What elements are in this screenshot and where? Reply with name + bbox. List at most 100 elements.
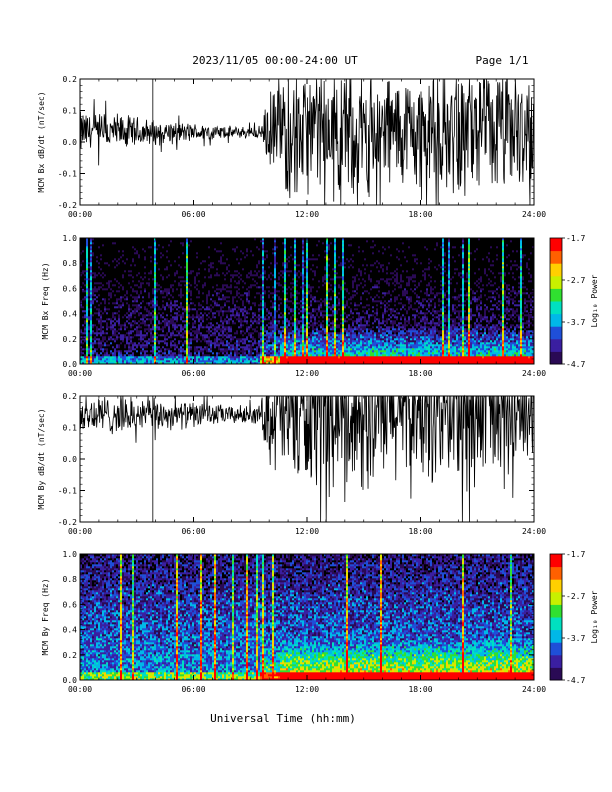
- spectrogram-cell: [112, 322, 115, 325]
- spectrogram-cell: [130, 328, 133, 331]
- spectrogram-cell: [156, 334, 159, 337]
- spectrogram-cell: [86, 262, 89, 265]
- spectrogram-cell: [158, 266, 161, 269]
- spectrogram-cell: [110, 244, 113, 247]
- spectrogram-cell: [196, 334, 199, 337]
- spectrogram-cell: [122, 334, 125, 337]
- spectrogram-cell: [178, 278, 181, 281]
- spectrogram-cell: [178, 286, 181, 289]
- spectrogram-cell: [186, 252, 189, 255]
- spectrogram-cell: [194, 266, 197, 269]
- spectrogram-cell: [204, 250, 207, 253]
- spectrogram-cell: [230, 346, 233, 349]
- spectrogram-cell: [140, 354, 143, 357]
- spectrogram-cell: [222, 322, 225, 325]
- spectrogram-cell: [168, 294, 171, 297]
- spectrogram-cell: [94, 306, 97, 309]
- spectrogram-cell: [126, 268, 129, 271]
- spectrogram-cell: [124, 318, 127, 321]
- spectrogram-cell: [208, 260, 211, 263]
- spectrogram-cell: [160, 246, 163, 249]
- spectrogram-cell: [156, 344, 159, 347]
- spectrogram-cell: [202, 268, 205, 271]
- spectrogram-cell: [142, 248, 145, 251]
- spectrogram-cell: [130, 306, 133, 309]
- spectrogram-cell: [210, 238, 213, 241]
- spectrogram-cell: [124, 324, 127, 327]
- spectrogram-cell: [232, 256, 235, 259]
- spectrogram-cell: [184, 300, 187, 303]
- spectrogram-cell: [88, 288, 91, 291]
- spectrogram-cell: [124, 266, 127, 269]
- spectrogram-cell: [224, 300, 227, 303]
- spectrogram-cell: [112, 302, 115, 305]
- spectrogram-cell: [188, 272, 191, 275]
- spectrogram-cell: [188, 264, 191, 267]
- spectrogram-cell: [150, 280, 153, 283]
- spectrogram-cell: [126, 318, 129, 321]
- spectrogram-cell: [232, 314, 235, 317]
- spectrogram-cell: [144, 242, 147, 245]
- spectrogram-cell: [174, 266, 177, 269]
- spectrogram-cell: [110, 254, 113, 257]
- spectrogram-cell: [84, 294, 87, 297]
- spectrogram-cell: [166, 362, 169, 365]
- spectrogram-cell: [106, 358, 109, 361]
- spectrogram-cell: [208, 314, 211, 317]
- spectrogram-cell: [140, 312, 143, 315]
- spectrogram-cell: [152, 350, 155, 353]
- spectrogram-cell: [146, 242, 149, 245]
- spectrogram-cell: [86, 298, 89, 301]
- spectrogram-cell: [90, 274, 93, 277]
- spectrogram-cell: [228, 346, 231, 349]
- spectrogram-cell: [200, 306, 203, 309]
- spectrogram-cell: [216, 352, 219, 355]
- spectrogram-cell: [126, 254, 129, 257]
- spectrogram-cell: [100, 286, 103, 289]
- spectrogram-cell: [90, 352, 93, 355]
- spectrogram-cell: [118, 278, 121, 281]
- spectrogram-cell: [222, 302, 225, 305]
- spectrogram-cell: [138, 292, 141, 295]
- spectrogram-cell: [190, 272, 193, 275]
- spectrogram-cell: [106, 298, 109, 301]
- spectrogram-cell: [174, 314, 177, 317]
- spectrogram-cell: [124, 300, 127, 303]
- spectrogram-cell: [96, 270, 99, 273]
- spectrogram-cell: [174, 332, 177, 335]
- spectrogram-cell: [170, 316, 173, 319]
- spectrogram-cell: [120, 274, 123, 277]
- spectrogram-cell: [90, 318, 93, 321]
- spectrogram-cell: [210, 258, 213, 261]
- spectrogram-cell: [140, 320, 143, 323]
- spectrogram-cell: [166, 280, 169, 283]
- spectrogram-cell: [150, 248, 153, 251]
- spectrogram-cell: [206, 340, 209, 343]
- spectrogram-cell: [210, 330, 213, 333]
- spectrogram-cell: [96, 252, 99, 255]
- spectrogram-cell: [164, 354, 167, 357]
- spectrogram-cell: [172, 300, 175, 303]
- spectrogram-cell: [224, 334, 227, 337]
- spectrogram-cell: [180, 362, 183, 365]
- spectrogram-cell: [188, 256, 191, 259]
- spectrogram-cell: [180, 256, 183, 259]
- spectrogram-cell: [164, 294, 167, 297]
- spectrogram-cell: [212, 334, 215, 337]
- spectrogram-cell: [220, 296, 223, 299]
- spectrogram-cell: [174, 312, 177, 315]
- spectrogram-cell: [234, 322, 237, 325]
- spectrogram-cell: [200, 250, 203, 253]
- spectrogram-cell: [142, 262, 145, 265]
- spectrogram-cell: [108, 280, 111, 283]
- spectrogram-cell: [102, 256, 105, 259]
- spectrogram-cell: [200, 340, 203, 343]
- spectrogram-cell: [128, 244, 131, 247]
- spectrogram-cell: [132, 248, 135, 251]
- spectrogram-cell: [196, 342, 199, 345]
- spectrogram-cell: [156, 274, 159, 277]
- spectrogram-cell: [104, 256, 107, 259]
- spectrogram-cell: [186, 254, 189, 257]
- spectrogram-cell: [80, 256, 83, 259]
- spectrogram-cell: [112, 240, 115, 243]
